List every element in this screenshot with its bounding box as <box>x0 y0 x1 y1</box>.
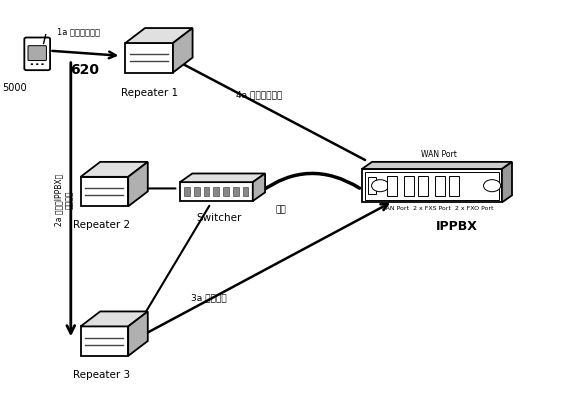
Text: 2a 抱持与IPPBX发
出所有权: 2a 抱持与IPPBX发 出所有权 <box>54 173 74 226</box>
Polygon shape <box>435 176 445 196</box>
Text: LAN Port  2 x FXS Port  2 x FXO Port: LAN Port 2 x FXS Port 2 x FXO Port <box>382 206 493 211</box>
Polygon shape <box>194 187 200 196</box>
FancyBboxPatch shape <box>28 46 46 60</box>
Polygon shape <box>180 173 265 182</box>
Polygon shape <box>184 187 190 196</box>
FancyBboxPatch shape <box>24 38 50 70</box>
Polygon shape <box>180 182 253 201</box>
Polygon shape <box>128 311 148 356</box>
Polygon shape <box>173 28 193 73</box>
Text: 620: 620 <box>70 62 99 77</box>
Polygon shape <box>418 176 428 196</box>
Text: 4a 语音数据发送: 4a 语音数据发送 <box>236 91 282 100</box>
Polygon shape <box>223 187 229 196</box>
Text: 3a 建立会话: 3a 建立会话 <box>191 293 227 302</box>
Text: WAN Port: WAN Port <box>421 150 456 159</box>
Polygon shape <box>204 187 209 196</box>
Circle shape <box>31 63 33 65</box>
Circle shape <box>371 180 389 192</box>
Polygon shape <box>81 177 128 206</box>
Polygon shape <box>253 173 265 201</box>
Polygon shape <box>81 326 128 356</box>
Text: Switcher: Switcher <box>197 213 242 223</box>
Text: Repeater 2: Repeater 2 <box>73 220 130 230</box>
Polygon shape <box>367 177 376 194</box>
Polygon shape <box>362 162 512 169</box>
Polygon shape <box>404 176 414 196</box>
Text: 5000: 5000 <box>2 83 27 93</box>
Polygon shape <box>448 176 459 196</box>
Polygon shape <box>81 162 148 177</box>
Text: 1a 发起电话呼叫: 1a 发起电话呼叫 <box>57 27 100 36</box>
Polygon shape <box>125 28 193 43</box>
Polygon shape <box>243 187 248 196</box>
Polygon shape <box>81 311 148 326</box>
Polygon shape <box>213 187 219 196</box>
Polygon shape <box>233 187 239 196</box>
Circle shape <box>41 63 44 65</box>
Text: Repeater 3: Repeater 3 <box>73 369 130 380</box>
Polygon shape <box>502 162 512 202</box>
FancyArrowPatch shape <box>261 173 359 192</box>
Polygon shape <box>128 162 148 206</box>
Text: 网线: 网线 <box>275 205 286 214</box>
Circle shape <box>484 180 501 192</box>
Polygon shape <box>387 176 397 196</box>
Polygon shape <box>125 43 173 73</box>
Text: Repeater 1: Repeater 1 <box>121 88 177 98</box>
Polygon shape <box>362 169 502 202</box>
Circle shape <box>36 63 39 65</box>
Text: IPPBX: IPPBX <box>436 220 478 233</box>
